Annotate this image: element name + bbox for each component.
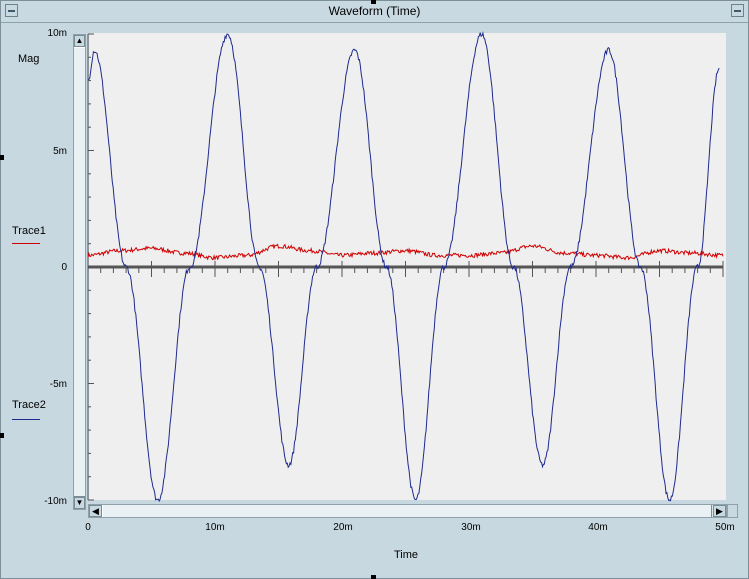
horizontal-scroll-thumb[interactable] <box>102 505 712 517</box>
y-tick-label: 10m <box>47 28 67 39</box>
y-tick-label: 0 <box>61 262 67 273</box>
x-tick-label: 30m <box>461 522 481 533</box>
y-tick-label: -10m <box>44 496 67 507</box>
scrollbar-corner <box>727 504 738 518</box>
x-tick-label: 10m <box>205 522 225 533</box>
resize-handle-top[interactable] <box>371 0 376 4</box>
x-tick-label: 50m <box>715 522 735 533</box>
legend-trace1-swatch <box>12 243 40 244</box>
series-line-trace2 <box>87 31 720 503</box>
resize-handle-left-top[interactable] <box>0 155 4 160</box>
legend-trace1-label: Trace1 <box>12 225 46 237</box>
minimize-button[interactable] <box>731 4 744 17</box>
window-menu-icon <box>8 10 15 12</box>
y-axis-label: Mag <box>18 53 40 65</box>
series-line-trace1 <box>87 243 724 261</box>
window-menu-button[interactable] <box>5 4 18 17</box>
horizontal-scrollbar[interactable]: ◀ ▶ <box>88 504 727 518</box>
x-tick-label: 40m <box>588 522 608 533</box>
minimize-icon <box>734 10 741 12</box>
scroll-up-arrow-icon[interactable]: ▲ <box>74 35 85 47</box>
x-tick-label: 20m <box>333 522 353 533</box>
x-axis-label: Time <box>394 549 419 561</box>
resize-handle-left-bottom[interactable] <box>0 433 4 438</box>
y-tick-label: 5m <box>53 146 67 157</box>
window-title: Waveform (Time) <box>328 4 421 18</box>
legend-trace2-swatch <box>12 419 40 420</box>
scroll-down-arrow-icon[interactable]: ▼ <box>74 497 85 509</box>
vertical-scrollbar[interactable]: ▲ ▼ <box>73 34 86 510</box>
title-bar[interactable]: Waveform (Time) <box>1 1 748 23</box>
scroll-right-arrow-icon[interactable]: ▶ <box>713 505 726 517</box>
vertical-scroll-thumb[interactable] <box>74 47 85 497</box>
x-tick-label: 0 <box>85 522 91 533</box>
resize-handle-bottom[interactable] <box>371 575 376 579</box>
legend-trace2-label: Trace2 <box>12 399 46 411</box>
scroll-left-arrow-icon[interactable]: ◀ <box>89 505 102 517</box>
y-tick-label: -5m <box>49 379 67 390</box>
